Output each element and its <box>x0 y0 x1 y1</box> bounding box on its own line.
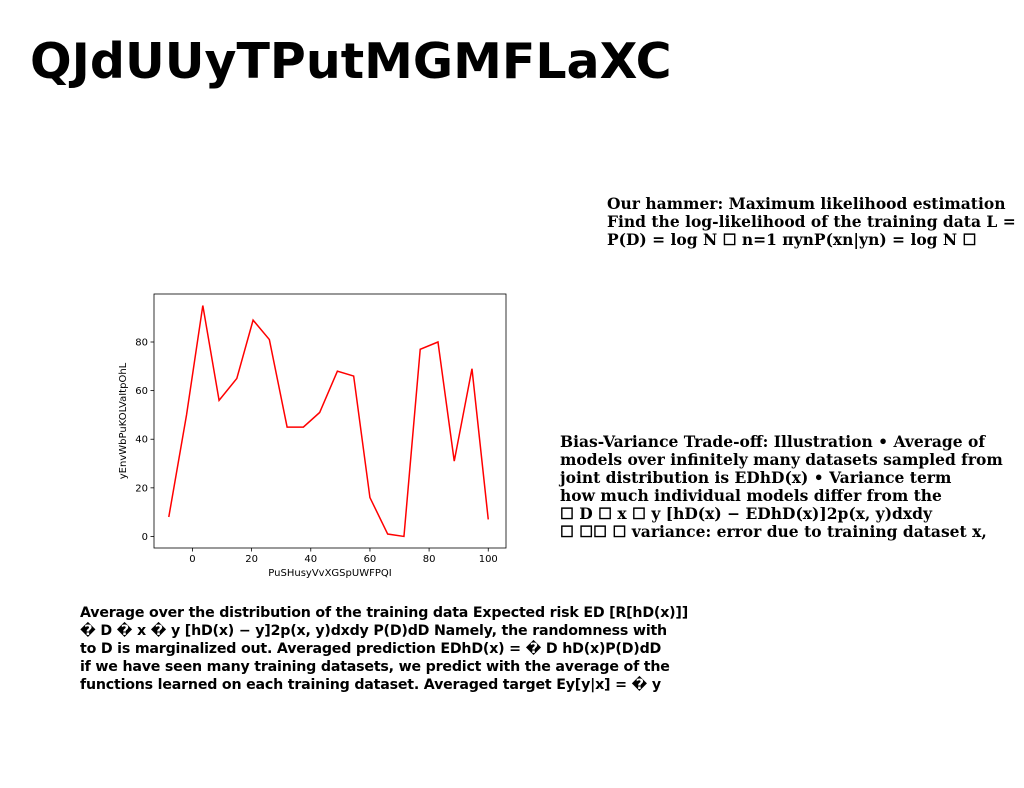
text-line: Bias-Variance Trade-off: Illustration • … <box>560 433 1003 451</box>
text-line: ☐ D ☐ x ☐ y [hD(x) − EDhD(x)]2p(x, y)dxd… <box>560 505 1003 523</box>
series-line <box>169 306 488 537</box>
x-tick-label: 100 <box>479 554 498 565</box>
text-line: � D � x � y [hD(x) − y]2p(x, y)dxdy P(D)… <box>80 622 688 640</box>
text-line: ☐ ☐☐ ☐ variance: error due to training d… <box>560 523 1003 541</box>
x-tick-label: 60 <box>364 554 377 565</box>
x-tick-label: 0 <box>189 554 195 565</box>
mle-text-block: Our hammer: Maximum likelihood estimatio… <box>607 195 1016 249</box>
text-line: models over infinitely many datasets sam… <box>560 451 1003 469</box>
y-tick-label: 80 <box>135 338 148 349</box>
line-chart-svg: 0 20 40 60 80 100 0 20 40 60 80 PuSHusyVvXGSpUWFPQ… <box>110 282 520 582</box>
x-tick-label: 80 <box>423 554 436 565</box>
text-line: if we have seen many training datasets, … <box>80 658 688 676</box>
y-axis-label: yEnvWbPuKOLVaItpOhL <box>118 362 129 479</box>
y-tick-label: 0 <box>142 532 148 543</box>
text-line: to D is marginalized out. Averaged predi… <box>80 640 688 658</box>
x-tick-label: 40 <box>304 554 317 565</box>
y-tick-label: 20 <box>135 483 148 494</box>
x-tick-label: 20 <box>245 554 258 565</box>
text-line: functions learned on each training datas… <box>80 676 688 694</box>
text-line: P(D) = log N ☐ n=1 πynP(xn|yn) = log N ☐ <box>607 231 1016 249</box>
bias-variance-text-block: Bias-Variance Trade-off: Illustration • … <box>560 433 1003 541</box>
x-axis-label: PuSHusyVvXGSpUWFPQI <box>268 568 391 579</box>
y-tick-label: 40 <box>135 435 148 446</box>
text-line: how much individual models differ from t… <box>560 487 1003 505</box>
text-line: Our hammer: Maximum likelihood estimatio… <box>607 195 1016 213</box>
text-line: Find the log-likelihood of the training … <box>607 213 1016 231</box>
averaging-text-block: Average over the distribution of the tra… <box>80 604 688 694</box>
page-title: QJdUUyTPutMGMFLaXC <box>30 32 672 92</box>
text-line: Average over the distribution of the tra… <box>80 604 688 622</box>
line-chart: 0 20 40 60 80 100 0 20 40 60 80 PuSHusyVvXGSpUWFPQ… <box>110 282 520 582</box>
y-tick-label: 60 <box>135 386 148 397</box>
text-line: joint distribution is EDhD(x) • Variance… <box>560 469 1003 487</box>
